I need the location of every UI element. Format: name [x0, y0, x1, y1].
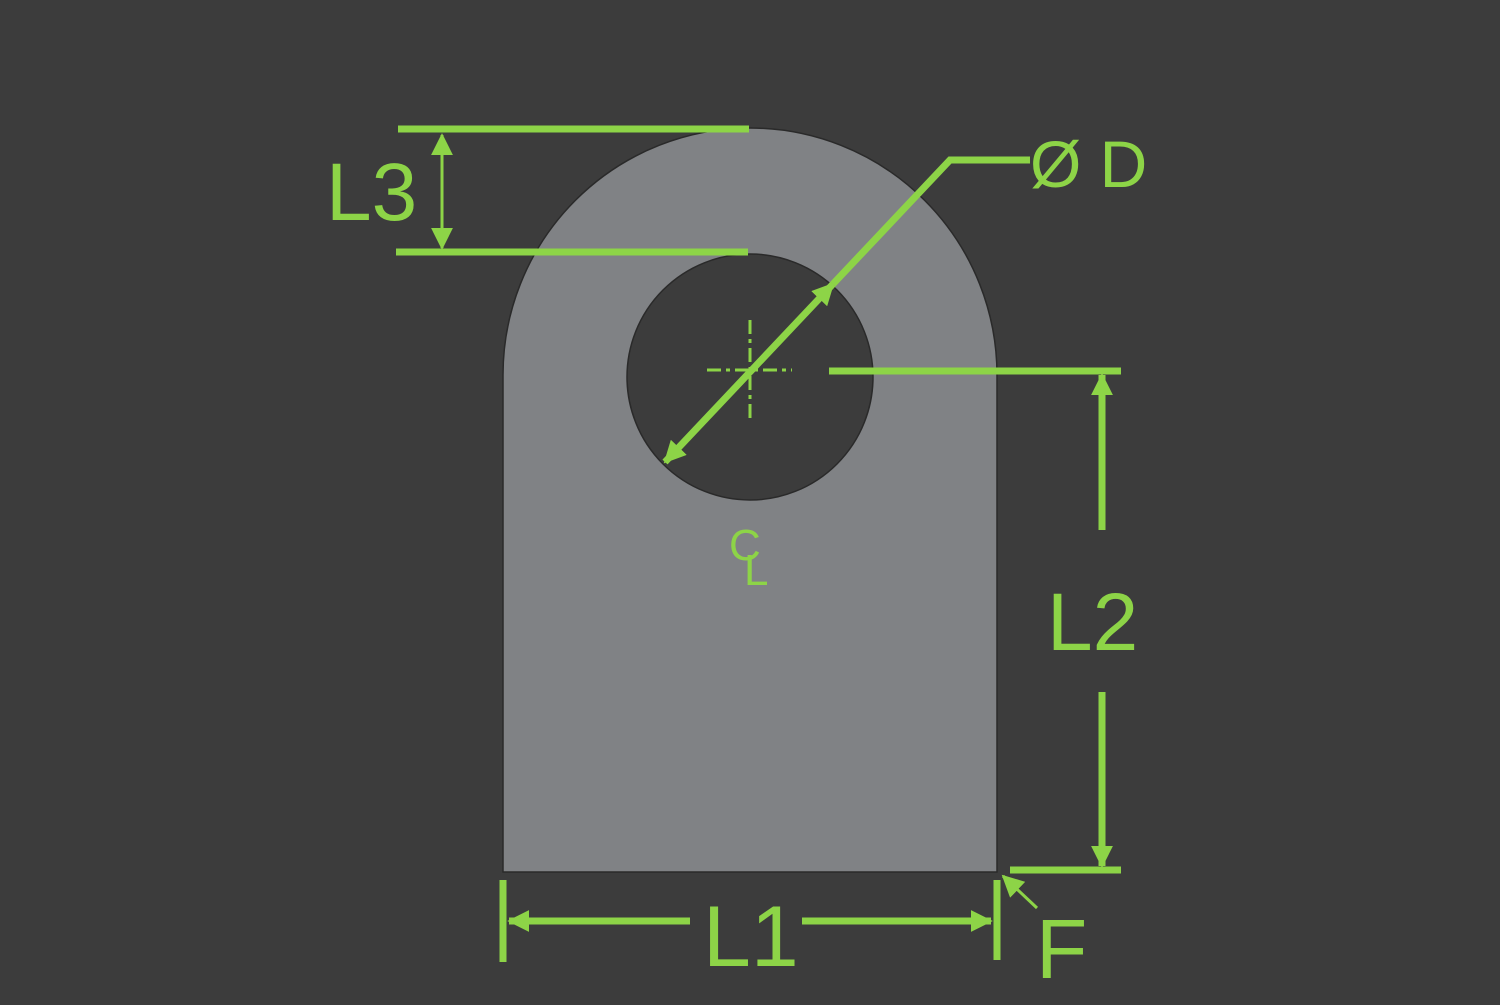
dimension-l1: [499, 880, 1001, 962]
dimension-l3: [396, 125, 749, 256]
dimension-l2: [829, 367, 1121, 874]
label-l3: L3: [326, 147, 417, 238]
label-l2: L2: [1047, 577, 1138, 668]
label-l1: L1: [703, 889, 799, 985]
centerline-l: L: [744, 546, 768, 595]
fillet-leader: [1001, 874, 1039, 910]
label-diameter: Ø D: [1030, 127, 1147, 201]
centerline-symbol: C L: [729, 521, 768, 595]
centerline-c: C: [729, 521, 761, 570]
label-fillet: F: [1036, 902, 1087, 996]
dimension-diameter: [662, 156, 1030, 465]
lug-plate: [502, 127, 998, 873]
